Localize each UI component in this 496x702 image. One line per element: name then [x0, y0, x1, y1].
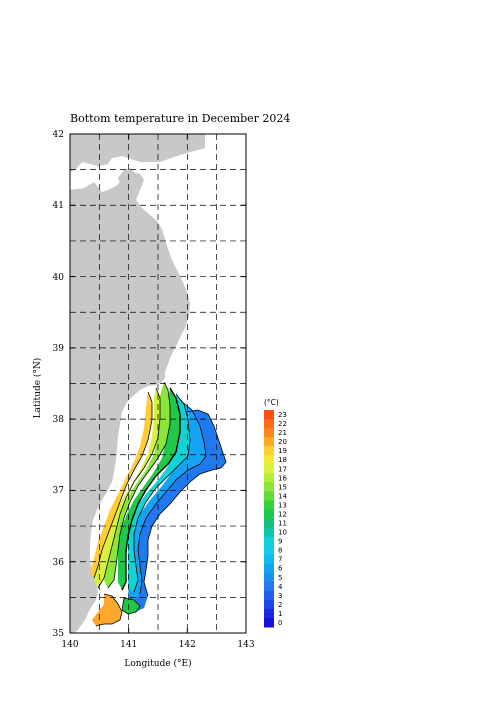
colorbar-label: 5: [278, 574, 282, 582]
colorbar-label: 22: [278, 420, 287, 428]
colorbar-label: 9: [278, 538, 282, 546]
colorbar-label: 2: [278, 601, 282, 609]
colorbar-label: 8: [278, 547, 282, 555]
y-tick-label: 39: [53, 344, 65, 354]
land-honshu: [70, 134, 205, 633]
plot-frame: [69, 133, 247, 634]
isotherm-line: [107, 381, 171, 589]
colorbar-label: 7: [278, 556, 282, 564]
colorbar-label: 14: [278, 492, 287, 500]
x-tick-label: 140: [61, 640, 78, 650]
isotherm-line: [137, 399, 207, 595]
temp-band-18-19: [90, 392, 152, 578]
isotherm-line: [97, 387, 161, 589]
isotherm-line: [143, 409, 227, 597]
colorbar-swatch: [264, 482, 274, 492]
x-tick-label: 143: [237, 640, 254, 650]
colorbar-swatch: [264, 473, 274, 483]
y-tick-label: 38: [53, 415, 65, 425]
x-tick-labels: 140 141 142 143: [61, 640, 254, 650]
colorbar-label: 16: [278, 474, 287, 482]
colorbar-label: 4: [278, 583, 283, 591]
colorbar-label: 23: [278, 411, 287, 419]
colorbar-swatch: [264, 563, 274, 574]
temp-band-13-15: [104, 382, 170, 588]
x-tick-label: 142: [179, 640, 196, 650]
colorbar-swatch: [264, 581, 274, 592]
temp-band-16-17: [94, 388, 160, 588]
colorbar-label: 10: [278, 529, 287, 537]
colorbar-label: 18: [278, 456, 287, 464]
isotherm-line: [121, 387, 181, 591]
colorbar-swatch: [264, 527, 274, 538]
colorbar-swatch: [264, 554, 274, 565]
colorbar: (°C) 23222120191817161514131211109876543…: [264, 398, 287, 628]
y-tick-label: 42: [53, 130, 64, 140]
colorbar-swatch: [264, 608, 274, 619]
colorbar-label: 15: [278, 483, 287, 491]
temperature-field: [90, 382, 226, 626]
x-axis-title: Longitude (°E): [124, 658, 191, 669]
colorbar-swatch: [264, 590, 274, 601]
colorbar-swatch: [264, 491, 274, 501]
colorbar-swatches: [264, 410, 274, 628]
y-tick-label: 37: [53, 486, 65, 496]
colorbar-swatch: [264, 446, 274, 456]
colorbar-label: 3: [278, 592, 282, 600]
land-shimokita: [118, 168, 136, 190]
colorbar-swatch: [264, 536, 274, 547]
isotherm-line: [93, 391, 153, 579]
colorbar-label: 6: [278, 565, 283, 573]
y-axis-title: Latitude (°N): [32, 358, 43, 419]
temp-band-10-12: [118, 388, 180, 590]
colorbar-swatch: [264, 599, 274, 610]
colorbar-swatch: [264, 419, 274, 429]
colorbar-label: 11: [278, 520, 287, 528]
colorbar-swatch: [264, 464, 274, 474]
grid-lines: [70, 134, 246, 633]
isotherm-line: [121, 597, 141, 615]
colorbar-swatch: [264, 572, 274, 583]
colorbar-label: 20: [278, 438, 287, 446]
isotherm-contours: [93, 381, 227, 627]
y-tick-label: 41: [53, 201, 64, 211]
isotherm-line: [133, 393, 191, 593]
colorbar-label: 13: [278, 501, 287, 509]
colorbar-label: 19: [278, 447, 287, 455]
map-title: Bottom temperature in December 2024: [70, 112, 290, 125]
colorbar-swatch: [264, 518, 274, 529]
plot-area: [70, 134, 246, 633]
colorbar-swatch: [264, 410, 274, 420]
colorbar-swatch: [264, 617, 274, 628]
colorbar-swatch: [264, 455, 274, 465]
tick-marks: [69, 133, 247, 634]
y-tick-labels: 35 36 37 38 39 40 41 42: [53, 130, 65, 639]
colorbar-swatch: [264, 500, 274, 510]
colorbar-swatch: [264, 545, 274, 556]
y-tick-label: 36: [53, 558, 65, 568]
y-tick-label: 40: [53, 273, 65, 283]
y-tick-label: 35: [53, 629, 65, 639]
colorbar-label: 21: [278, 429, 287, 437]
colorbar-swatch: [264, 509, 274, 519]
colorbar-label: 1: [278, 610, 282, 618]
x-tick-label: 141: [120, 640, 137, 650]
colorbar-swatch: [264, 437, 274, 447]
temp-band-7-9: [128, 394, 190, 592]
colorbar-unit: (°C): [264, 398, 279, 407]
colorbar-label: 0: [278, 619, 282, 627]
colorbar-label: 17: [278, 465, 287, 473]
colorbar-label: 12: [278, 510, 287, 518]
colorbar-swatch: [264, 428, 274, 438]
